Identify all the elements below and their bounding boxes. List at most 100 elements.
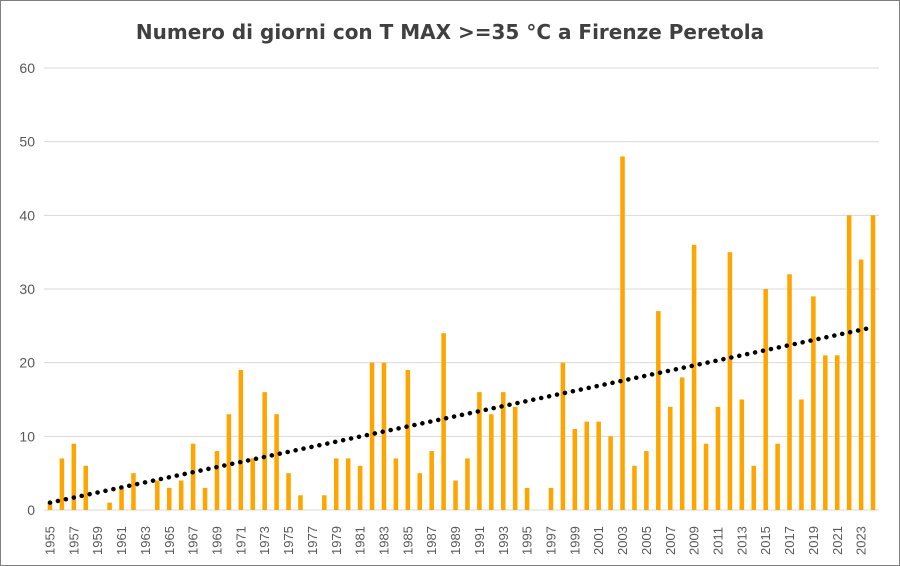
x-tick-label: 2007 bbox=[663, 526, 678, 555]
x-tick-label: 1955 bbox=[42, 526, 57, 555]
bar-1997 bbox=[548, 487, 554, 510]
chart-title: Numero di giorni con T MAX >=35 °C a Fir… bbox=[136, 20, 764, 44]
x-tick-label: 1963 bbox=[138, 526, 153, 555]
x-tick-label: 1993 bbox=[496, 526, 511, 555]
x-tick-label: 1961 bbox=[114, 526, 129, 555]
bar-1989 bbox=[453, 480, 458, 510]
bar-2000 bbox=[584, 421, 590, 510]
x-axis-ticks: 1955 1957 1959 1961 1963 1965 1967 1969 1971 1973… bbox=[42, 526, 868, 555]
bar-1962 bbox=[131, 473, 136, 510]
y-tick-label: 60 bbox=[19, 60, 35, 76]
x-tick-label: 1959 bbox=[90, 526, 105, 555]
bar-2006 bbox=[656, 311, 661, 510]
bar-2023 bbox=[858, 259, 864, 510]
bar-1987 bbox=[429, 451, 434, 510]
x-tick-label: 1987 bbox=[424, 526, 439, 555]
bar-1985 bbox=[405, 370, 411, 510]
x-tick-label: 1973 bbox=[257, 526, 272, 555]
x-tick-label: 1997 bbox=[543, 526, 558, 555]
x-tick-label: 1977 bbox=[305, 526, 320, 555]
bar-1969 bbox=[214, 451, 220, 510]
bar-1992 bbox=[489, 414, 494, 510]
x-tick-label: 2003 bbox=[615, 526, 630, 555]
bar-1958 bbox=[83, 465, 89, 510]
bar-1978 bbox=[322, 495, 327, 510]
x-tick-label: 2023 bbox=[854, 526, 869, 555]
bar-1965 bbox=[166, 487, 172, 510]
bar-1993 bbox=[500, 392, 506, 510]
trendline bbox=[47, 325, 876, 505]
bar-2019 bbox=[811, 296, 816, 510]
bar-1956 bbox=[59, 458, 65, 510]
bar-1976 bbox=[298, 495, 303, 510]
x-tick-label: 1999 bbox=[567, 526, 582, 555]
x-tick-label: 1991 bbox=[472, 526, 487, 555]
x-tick-label: 2013 bbox=[734, 526, 749, 555]
x-tick-label: 1967 bbox=[186, 526, 201, 555]
gridlines bbox=[44, 67, 879, 511]
x-tick-label: 1981 bbox=[353, 526, 368, 555]
bar-2012 bbox=[727, 252, 733, 510]
bar-1995 bbox=[524, 487, 530, 510]
y-tick-label: 20 bbox=[19, 355, 35, 371]
bar-2007 bbox=[667, 406, 673, 510]
bar-2024 bbox=[870, 215, 876, 511]
bar-1998 bbox=[560, 362, 566, 510]
x-tick-label: 1983 bbox=[376, 526, 391, 555]
bar-2013 bbox=[739, 399, 745, 510]
bar-1972 bbox=[250, 458, 256, 510]
bar-1988 bbox=[441, 333, 446, 510]
bar-1960 bbox=[107, 502, 112, 510]
bar-2008 bbox=[679, 377, 685, 510]
x-tick-label: 2005 bbox=[639, 526, 654, 555]
bar-1975 bbox=[286, 473, 291, 510]
bar-1973 bbox=[262, 392, 267, 510]
bar-1961 bbox=[119, 487, 124, 510]
bar-2002 bbox=[608, 436, 613, 510]
x-tick-label: 1989 bbox=[448, 526, 463, 555]
bar-2010 bbox=[703, 443, 709, 510]
bar-1971 bbox=[238, 370, 244, 510]
x-tick-label: 1971 bbox=[233, 526, 248, 555]
bar-2001 bbox=[596, 421, 601, 510]
trendline-layer bbox=[47, 325, 876, 505]
x-tick-label: 2001 bbox=[591, 526, 606, 555]
bar-2014 bbox=[751, 465, 757, 510]
x-tick-label: 1985 bbox=[400, 526, 415, 555]
bar-1980 bbox=[345, 458, 351, 510]
bar-2015 bbox=[763, 289, 768, 510]
bar-1984 bbox=[393, 458, 399, 510]
bar-1983 bbox=[381, 362, 387, 510]
bar-2009 bbox=[691, 244, 697, 511]
bar-1974 bbox=[274, 414, 279, 510]
x-tick-label: 1969 bbox=[209, 526, 224, 555]
bar-1994 bbox=[512, 406, 518, 510]
bar-1979 bbox=[333, 458, 339, 510]
bar-1982 bbox=[369, 362, 375, 510]
x-tick-label: 2019 bbox=[806, 526, 821, 555]
x-tick-label: 2021 bbox=[830, 526, 845, 555]
y-tick-label: 0 bbox=[27, 502, 35, 518]
bar-1966 bbox=[178, 480, 184, 510]
bar-1970 bbox=[226, 414, 232, 510]
bar-2005 bbox=[644, 451, 649, 510]
bar-1986 bbox=[417, 473, 423, 510]
bars bbox=[47, 156, 876, 511]
bar-2016 bbox=[775, 443, 780, 510]
y-tick-label: 10 bbox=[19, 428, 35, 444]
bar-1990 bbox=[465, 458, 470, 510]
bar-2004 bbox=[632, 465, 637, 510]
y-axis-ticks: 0 10 20 30 40 50 60 bbox=[19, 60, 35, 518]
y-tick-label: 40 bbox=[19, 207, 35, 223]
x-tick-label: 1965 bbox=[162, 526, 177, 555]
bar-2022 bbox=[846, 215, 852, 511]
bar-2018 bbox=[799, 399, 804, 510]
bar-1999 bbox=[572, 428, 578, 510]
x-tick-label: 1979 bbox=[329, 526, 344, 555]
x-tick-label: 1995 bbox=[520, 526, 535, 555]
bar-2020 bbox=[823, 355, 828, 510]
bar-2011 bbox=[715, 406, 721, 510]
bar-2003 bbox=[620, 156, 625, 510]
bar-1957 bbox=[71, 443, 77, 510]
